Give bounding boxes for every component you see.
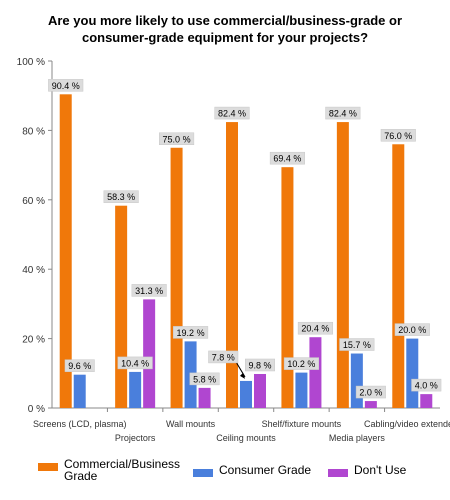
- y-tick-label: 60 %: [22, 196, 45, 207]
- bar-consumer: [295, 372, 308, 408]
- bar-commercial: [226, 122, 238, 409]
- bar-dont-use: [309, 337, 322, 408]
- data-label-box: [173, 326, 209, 339]
- legend-item-dont-use: Don't Use: [328, 464, 406, 477]
- data-label-box: [117, 356, 153, 370]
- data-label: 69.4 %: [273, 154, 301, 164]
- legend-label-dont-use: Don't Use: [354, 463, 407, 477]
- bar-consumer: [129, 371, 142, 408]
- data-label-box: [189, 372, 220, 386]
- data-label-box: [214, 106, 250, 120]
- data-label-box: [103, 190, 139, 203]
- bar-commercial: [392, 144, 405, 408]
- data-label: 9.6 %: [68, 361, 91, 371]
- data-label-box: [411, 378, 442, 392]
- legend-item-consumer: Consumer Grade: [193, 464, 311, 477]
- bar-commercial: [115, 205, 128, 408]
- legend-swatch-consumer: [193, 469, 213, 477]
- bar-commercial: [59, 94, 72, 408]
- bar-consumer: [73, 374, 86, 408]
- data-label: 75.0 %: [163, 134, 191, 144]
- category-label: Shelf/fixture mounts: [262, 419, 342, 429]
- y-tick-label: 100 %: [17, 57, 45, 68]
- chart-bars: [59, 94, 433, 409]
- y-tick-label: 40 %: [22, 265, 45, 276]
- y-tick-label: 0 %: [28, 404, 45, 415]
- data-labels: 90.4 % 9.6 % 58.3 % 10.4 % 31.3 % 75.0 % 19.2 …: [48, 79, 442, 399]
- data-label: 58.3 %: [107, 192, 135, 202]
- legend-swatch-dont-use: [328, 469, 348, 477]
- data-label: 82.4 %: [329, 109, 357, 119]
- data-label: 2.0 %: [359, 388, 382, 398]
- data-label-box: [283, 357, 319, 370]
- data-label-box: [380, 129, 416, 142]
- bar-dont-use: [143, 299, 156, 408]
- y-tick-label: 20 %: [22, 335, 45, 346]
- data-label-box: [339, 338, 375, 351]
- y-tick-label: 80 %: [22, 126, 45, 137]
- data-label: 10.4 %: [121, 358, 149, 368]
- data-label-box: [325, 106, 361, 120]
- data-label-box: [394, 323, 430, 336]
- category-label: Cabling/video extenders: [364, 419, 450, 429]
- chart-title: Are you more likely to use commercial/bu…: [0, 12, 450, 46]
- data-label-box: [131, 284, 167, 297]
- data-label: 19.2 %: [177, 328, 205, 338]
- bar-consumer: [350, 353, 363, 408]
- data-label-arrowhead: [240, 372, 245, 379]
- data-label: 20.0 %: [398, 325, 426, 335]
- data-label: 9.8 %: [248, 360, 271, 370]
- legend-swatch-commercial: [38, 463, 58, 471]
- data-label: 76.0 %: [384, 131, 412, 141]
- data-label-box: [269, 151, 305, 165]
- data-label-box: [64, 359, 95, 372]
- data-label-box: [48, 79, 84, 92]
- legend-label-commercial: Commercial/Business Grade: [64, 458, 180, 482]
- chart-title-line-1: Are you more likely to use commercial/bu…: [47, 13, 402, 28]
- category-labels: Screens (LCD, plasma) Projectors Wall moun…: [33, 419, 450, 443]
- bar-dont-use: [254, 373, 266, 408]
- data-label-box: [208, 350, 239, 364]
- category-label: Ceiling mounts: [216, 433, 276, 443]
- legend-label-commercial-line-2: Grade: [64, 469, 98, 483]
- data-label: 15.7 %: [343, 340, 371, 350]
- category-label: Media players: [329, 433, 386, 443]
- legend-item-commercial: Commercial/Business Grade: [38, 458, 180, 482]
- data-label-box: [159, 132, 195, 145]
- category-label: Projectors: [115, 433, 156, 443]
- data-label: 10.2 %: [287, 359, 315, 369]
- category-label: Screens (LCD, plasma): [33, 419, 127, 429]
- data-label: 4.0 %: [415, 381, 438, 391]
- data-label: 20.4 %: [301, 324, 329, 334]
- data-label-box: [355, 385, 386, 399]
- legend-label-commercial-line-1: Commercial/Business: [64, 457, 181, 471]
- data-label: 82.4 %: [218, 109, 246, 119]
- bar-dont-use: [364, 401, 377, 408]
- data-label-box: [297, 321, 333, 335]
- legend-label-consumer: Consumer Grade: [219, 463, 312, 477]
- bar-commercial: [170, 147, 183, 408]
- bar-dont-use: [420, 394, 433, 408]
- legend: Commercial/Business Grade Consumer Grade…: [38, 458, 438, 492]
- bar-consumer: [240, 380, 252, 408]
- bar-commercial: [281, 167, 294, 408]
- bar-chart: 0 % 20 % 40 % 60 % 80 % 100 % 90.4 % 9.6 % 58.3…: [17, 57, 450, 443]
- bar-dont-use: [198, 387, 211, 408]
- data-label: 31.3 %: [135, 286, 163, 296]
- bar-commercial: [336, 122, 349, 409]
- bar-consumer: [406, 338, 419, 408]
- chart-title-line-2: consumer-grade equipment for your projec…: [81, 30, 369, 45]
- data-label: 7.8 %: [212, 352, 235, 362]
- category-label: Wall mounts: [166, 419, 216, 429]
- data-label: 90.4 %: [52, 81, 80, 91]
- data-label: 5.8 %: [193, 374, 216, 384]
- data-label-box: [245, 358, 275, 372]
